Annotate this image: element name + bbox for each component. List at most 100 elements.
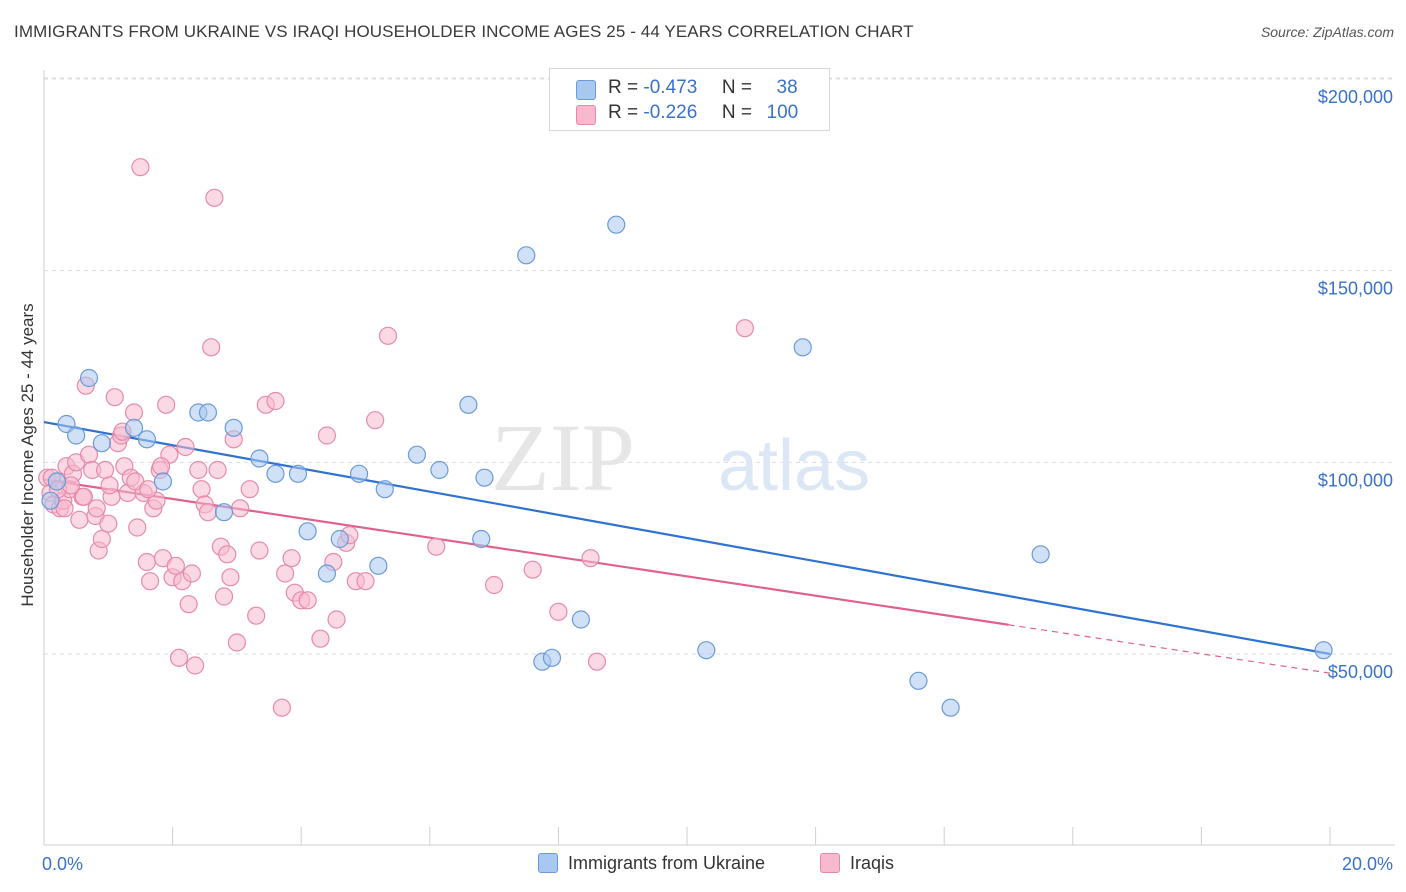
x-tick-label-end: 20.0% <box>1342 854 1393 874</box>
point-iraqis <box>250 541 269 560</box>
point-iraqis <box>99 514 118 533</box>
point-iraqis <box>192 480 211 499</box>
point-iraqis <box>166 556 185 575</box>
watermark-zip: ZIP <box>491 404 635 511</box>
point-iraqis <box>202 338 221 357</box>
point-ukraine <box>375 480 394 499</box>
point-ukraine <box>475 468 494 487</box>
point-ukraine <box>793 338 812 357</box>
y-tick-label: $200,000 <box>1318 87 1393 107</box>
legend-n-label: N = <box>721 77 752 98</box>
legend-n-value-iraqis: 100 <box>766 102 799 123</box>
point-ukraine <box>517 246 536 265</box>
point-ukraine <box>459 395 478 414</box>
trend-line-extension-iraqis <box>1008 624 1331 674</box>
point-ukraine <box>288 464 308 483</box>
point-ukraine <box>369 556 388 575</box>
point-iraqis <box>179 595 198 614</box>
point-iraqis <box>151 457 171 476</box>
data-points <box>38 158 1333 717</box>
point-iraqis <box>92 529 111 549</box>
point-iraqis <box>70 510 89 529</box>
axes <box>43 70 1395 846</box>
point-iraqis <box>105 388 124 407</box>
legend-n-label: N = <box>721 102 752 123</box>
point-ukraine <box>298 522 317 541</box>
point-iraqis <box>74 487 93 506</box>
point-ukraine <box>92 434 111 453</box>
point-iraqis <box>327 610 346 629</box>
y-tick-label: $150,000 <box>1318 279 1393 299</box>
point-iraqis <box>485 575 504 595</box>
point-iraqis <box>317 426 337 445</box>
y-tick-label: $50,000 <box>1328 662 1393 682</box>
point-iraqis <box>231 499 250 518</box>
point-iraqis <box>214 587 234 606</box>
point-ukraine <box>224 418 243 437</box>
point-iraqis <box>282 549 301 568</box>
legend-swatch-iraqis <box>576 105 596 125</box>
source-label: Source: ZipAtlas.com <box>1260 24 1394 40</box>
point-iraqis <box>311 629 330 648</box>
point-ukraine <box>137 430 156 449</box>
point-iraqis <box>131 158 150 177</box>
watermark: ZIP atlas <box>491 404 870 511</box>
point-iraqis <box>427 537 446 556</box>
legend-r-label: R = <box>608 102 639 123</box>
point-iraqis <box>523 560 542 579</box>
point-iraqis <box>186 656 205 675</box>
point-ukraine <box>330 529 349 549</box>
point-ukraine <box>571 610 591 629</box>
point-iraqis <box>139 480 158 499</box>
point-iraqis <box>549 602 568 621</box>
watermark-atlas: atlas <box>718 426 870 506</box>
point-iraqis <box>218 545 237 564</box>
point-iraqis <box>176 437 195 457</box>
x-tick-label-start: 0.0% <box>42 854 83 874</box>
point-iraqis <box>140 572 160 591</box>
y-tick-labels: $50,000 $100,000 $150,000 $200,000 <box>1318 87 1393 682</box>
point-iraqis <box>227 633 246 652</box>
trend-line-ukraine <box>43 421 1331 656</box>
point-iraqis <box>272 698 292 717</box>
point-ukraine <box>214 503 234 522</box>
stats-legend: R = -0.473 N = 38 R = -0.226 N = 100 <box>549 68 830 131</box>
point-iraqis <box>95 460 115 480</box>
point-iraqis <box>276 564 295 583</box>
legend-label-iraqis: Iraqis <box>850 853 895 873</box>
x-tick-labels: 0.0% 20.0% <box>42 854 1393 874</box>
point-iraqis <box>157 395 176 414</box>
point-ukraine <box>198 403 218 422</box>
point-iraqis <box>266 391 285 411</box>
point-iraqis <box>189 460 208 480</box>
point-ukraine <box>697 641 716 660</box>
point-ukraine <box>472 529 491 549</box>
point-iraqis <box>137 552 156 572</box>
point-iraqis <box>182 564 201 583</box>
legend-swatch-ukraine <box>538 853 558 873</box>
grid-lines <box>44 77 1395 655</box>
point-ukraine <box>250 449 269 468</box>
point-ukraine <box>41 491 60 510</box>
legend-label-ukraine: Immigrants from Ukraine <box>568 853 766 873</box>
point-iraqis <box>208 460 227 480</box>
point-iraqis <box>298 591 317 610</box>
point-ukraine <box>430 460 449 480</box>
legend-r-value-ukraine: -0.473 <box>643 77 698 98</box>
legend-swatch-ukraine <box>576 80 596 100</box>
point-iraqis <box>55 499 74 518</box>
point-iraqis <box>100 476 119 495</box>
legend-n-value-ukraine: 38 <box>776 77 798 98</box>
point-ukraine <box>79 368 99 388</box>
point-iraqis <box>87 499 106 518</box>
point-ukraine <box>124 418 144 437</box>
point-ukraine <box>317 564 337 583</box>
point-iraqis <box>735 319 754 338</box>
chart-title: IMMIGRANTS FROM UKRAINE VS IRAQI HOUSEHO… <box>14 22 914 41</box>
point-iraqis <box>581 549 600 568</box>
point-ukraine <box>407 445 427 464</box>
legend-swatch-iraqis <box>820 853 840 873</box>
point-iraqis <box>128 518 147 537</box>
point-iraqis <box>587 652 607 671</box>
point-iraqis <box>378 326 398 345</box>
